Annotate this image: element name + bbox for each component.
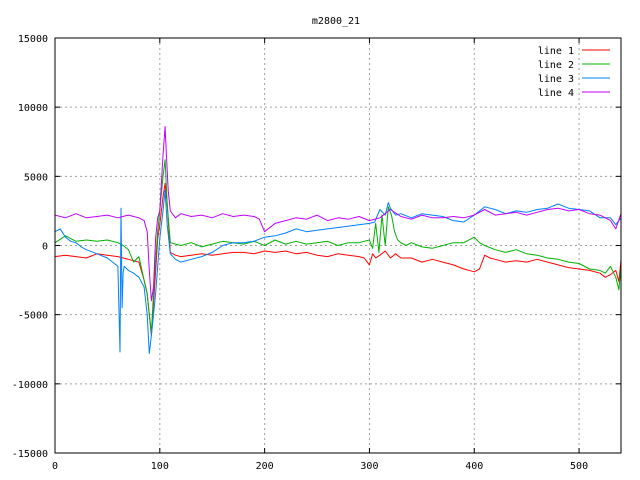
- legend-label: line 3: [538, 74, 574, 85]
- y-tick-label: 10000: [18, 103, 48, 114]
- y-tick-label: 5000: [24, 172, 48, 183]
- axis-ticks: 0 100 200 300 400 500 -15000 -10000 -5000 0 5000 10…: [12, 34, 621, 472]
- x-tick-label: 0: [52, 461, 58, 472]
- y-tick-label: -10000: [12, 380, 48, 391]
- x-tick-label: 500: [570, 461, 588, 472]
- x-tick-label: 400: [465, 461, 483, 472]
- legend-label: line 2: [538, 60, 574, 71]
- legend-label: line 1: [538, 46, 574, 57]
- x-tick-label: 200: [256, 461, 274, 472]
- y-tick-label: 15000: [18, 34, 48, 45]
- legend-label: line 4: [538, 88, 574, 99]
- x-tick-label: 100: [151, 461, 169, 472]
- x-tick-label: 300: [360, 461, 378, 472]
- chart-title: m2800_21: [312, 16, 360, 27]
- y-tick-label: -5000: [18, 311, 48, 322]
- series-group: [54, 126, 622, 354]
- y-tick-label: 0: [42, 242, 48, 253]
- y-tick-label: -15000: [12, 449, 48, 460]
- grid: [55, 38, 621, 453]
- series-line-4: [54, 126, 622, 302]
- series-line-2: [54, 159, 622, 334]
- legend: line 1 line 2 line 3 line 4: [538, 46, 610, 99]
- series-line-3: [54, 189, 622, 354]
